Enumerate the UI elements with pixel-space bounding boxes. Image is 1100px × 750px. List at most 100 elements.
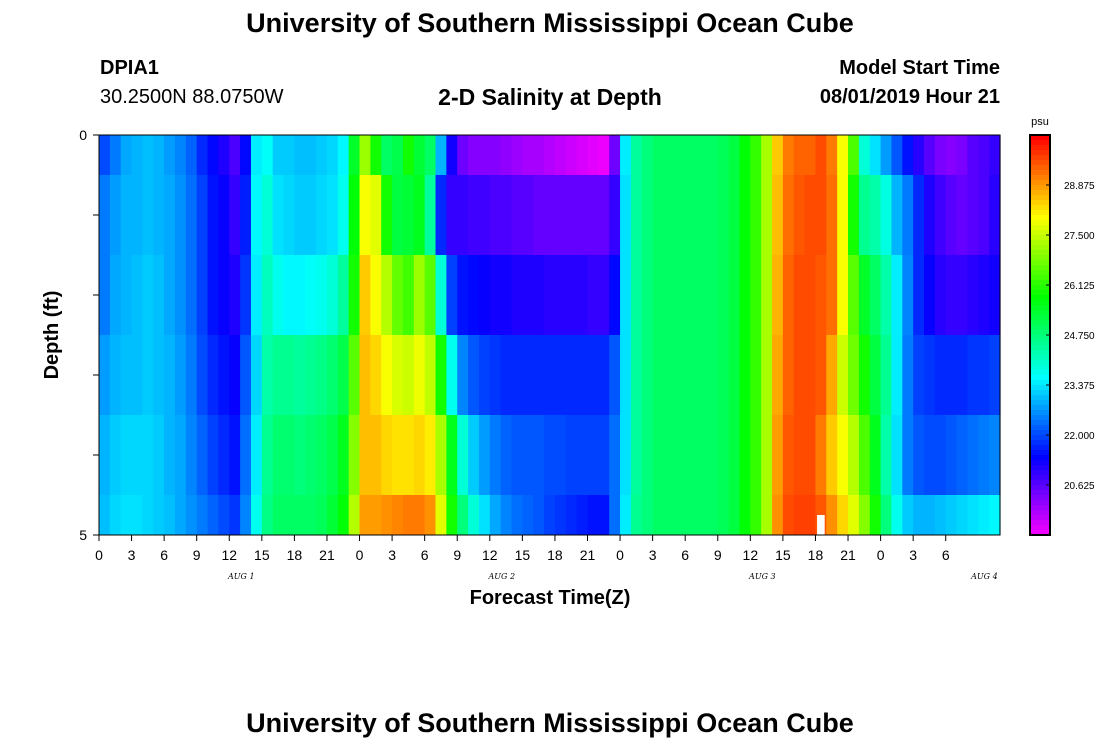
heatmap-cell [305, 175, 317, 255]
heatmap-cell [402, 415, 415, 495]
colorbar-swatch [1030, 210, 1050, 216]
colorbar-swatch [1030, 220, 1050, 226]
heatmap-cell [164, 135, 176, 175]
x-tick-label: 3 [649, 547, 657, 563]
heatmap-cell [359, 415, 371, 495]
colorbar-label: 27.500 [1064, 231, 1095, 242]
heatmap-cell [837, 255, 849, 335]
heatmap-cell [652, 135, 665, 175]
colorbar-swatch [1030, 270, 1050, 276]
colorbar-swatch [1030, 395, 1050, 401]
colorbar-swatch [1030, 355, 1050, 361]
heatmap-cell [207, 335, 220, 415]
heatmap-cell [761, 335, 773, 415]
heatmap-cell [967, 415, 979, 495]
heatmap-cell [457, 135, 469, 175]
colorbar-swatch [1030, 410, 1050, 416]
heatmap-cell [858, 415, 871, 495]
heatmap-cell [229, 135, 241, 175]
heatmap-cell [782, 175, 795, 255]
heatmap-cell [902, 495, 914, 535]
colorbar-swatch [1030, 415, 1050, 421]
heatmap-cell [587, 175, 599, 255]
heatmap-cell [511, 135, 523, 175]
heatmap-cell [446, 135, 458, 175]
colorbar-swatch [1030, 215, 1050, 221]
x-tick-label: 3 [128, 547, 136, 563]
heatmap-cell [402, 495, 415, 535]
day-label: AUG 1 [227, 572, 255, 581]
heatmap-cell [468, 415, 480, 495]
colorbar-swatch [1030, 515, 1050, 521]
colorbar-label: 28.875 [1064, 181, 1095, 192]
heatmap-cell [793, 175, 806, 255]
heatmap-cell [337, 495, 350, 535]
heatmap-cell [674, 135, 686, 175]
heatmap-cell [261, 335, 274, 415]
heatmap-cell [435, 135, 447, 175]
heatmap-cell [848, 415, 860, 495]
heatmap-cell [663, 255, 675, 335]
heatmap-cell [544, 415, 556, 495]
heatmap-cell [153, 415, 165, 495]
heatmap-cell [837, 415, 849, 495]
station-id: DPIA1 [100, 57, 159, 79]
heatmap-cell [554, 175, 567, 255]
heatmap-cell [370, 415, 382, 495]
heatmap-cell [902, 255, 914, 335]
heatmap-cell [283, 495, 295, 535]
heatmap-cell [533, 495, 545, 535]
heatmap-cell [652, 495, 665, 535]
heatmap-cell [305, 255, 317, 335]
heatmap-cell [620, 495, 632, 535]
heatmap-cell [402, 175, 415, 255]
heatmap-cell [837, 335, 849, 415]
heatmap-cell [587, 335, 599, 415]
day-label: AUG 3 [748, 572, 776, 581]
heatmap-cell [402, 335, 415, 415]
heatmap-cell [218, 255, 230, 335]
heatmap-cell [815, 135, 827, 175]
colorbar-swatch [1030, 300, 1050, 306]
heatmap-cell [348, 255, 361, 335]
heatmap-cell [934, 175, 947, 255]
heatmap-cell [945, 255, 958, 335]
heatmap-cell [326, 335, 339, 415]
heatmap-cell [500, 255, 513, 335]
colorbar-swatch [1030, 455, 1050, 461]
heatmap-cell [630, 175, 643, 255]
footer-title: University of Southern Mississippi Ocean… [246, 708, 854, 738]
heatmap-cell [468, 135, 480, 175]
heatmap-cell [511, 335, 523, 415]
colorbar-swatch [1030, 160, 1050, 166]
heatmap-cell [620, 255, 632, 335]
heatmap-cell [967, 255, 979, 335]
heatmap-cell [630, 335, 643, 415]
heatmap-cell [261, 495, 274, 535]
heatmap-cell [457, 255, 469, 335]
heatmap-cell [945, 175, 958, 255]
heatmap-cell [782, 495, 795, 535]
heatmap-cell [294, 495, 306, 535]
colorbar-swatch [1030, 430, 1050, 436]
heatmap-cell [109, 175, 122, 255]
heatmap-cell [185, 135, 198, 175]
colorbar-swatch [1030, 275, 1050, 281]
heatmap-cell [99, 255, 111, 335]
colorbar-swatch [1030, 500, 1050, 506]
heatmap-cell [446, 175, 458, 255]
heatmap-cell [348, 335, 361, 415]
heatmap-cell [250, 495, 263, 535]
colorbar-swatch [1030, 250, 1050, 256]
model-start-label: Model Start Time [839, 57, 1000, 79]
heatmap-cell [630, 495, 643, 535]
colorbar-swatch [1030, 510, 1050, 516]
heatmap-cell [728, 175, 741, 255]
heatmap-cell [652, 255, 665, 335]
heatmap-cell [196, 495, 209, 535]
heatmap-cell [392, 175, 404, 255]
colorbar-swatch [1030, 370, 1050, 376]
heatmap-cell [316, 175, 328, 255]
heatmap-cell [804, 335, 817, 415]
heatmap-cell [739, 175, 751, 255]
